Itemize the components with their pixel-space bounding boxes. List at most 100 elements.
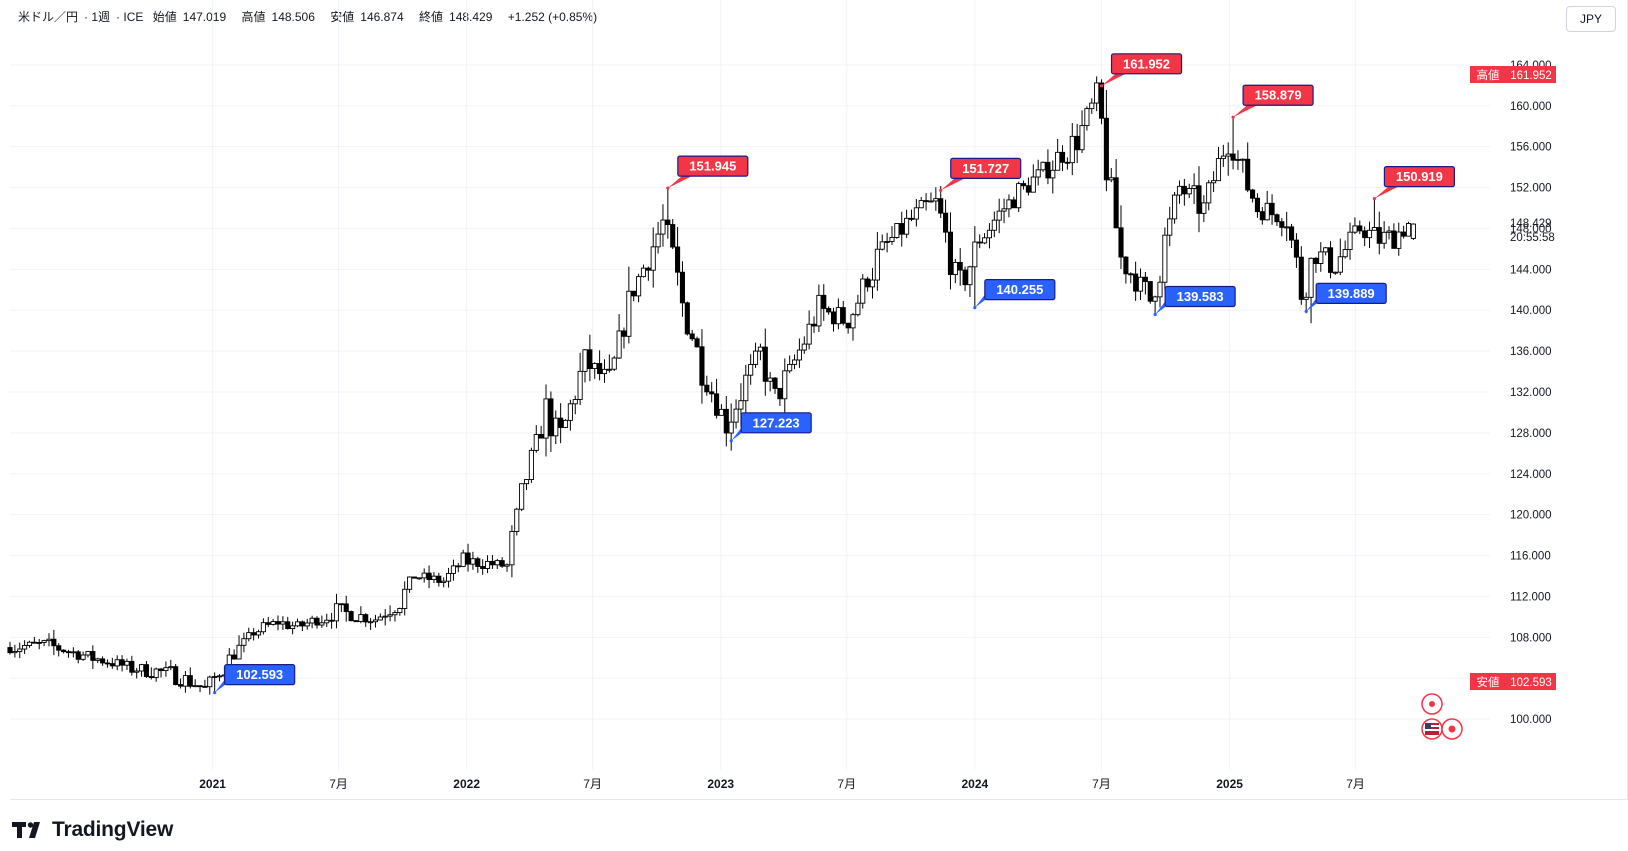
candle-body <box>1313 257 1319 264</box>
candle-body <box>601 368 608 375</box>
candle-body <box>631 290 637 297</box>
candle-body <box>260 622 266 633</box>
candle-body <box>1254 197 1261 213</box>
candle-body <box>372 619 379 623</box>
candle-body <box>1357 225 1363 232</box>
candle-body <box>562 419 569 428</box>
low-tag-label: 安値 <box>1477 675 1500 689</box>
candle-body <box>826 307 832 313</box>
candle-body <box>913 207 919 220</box>
candle-body <box>1059 151 1066 163</box>
candle-body <box>22 644 28 650</box>
candle-body <box>1264 202 1270 221</box>
interval-label[interactable]: 1週 <box>91 10 111 24</box>
symbol-header: 米ドル／円 · 1週 · ICE 始値 147.019 高値 148.506 安値 146… <box>18 10 598 24</box>
candle-body <box>26 641 33 646</box>
candle-body <box>1196 185 1202 214</box>
candle-body <box>304 622 310 627</box>
candle-body <box>874 248 880 281</box>
candle-body <box>1347 231 1353 250</box>
candle-body <box>509 530 515 566</box>
candle-body <box>1021 183 1027 187</box>
annotation-box <box>1164 285 1236 308</box>
annotation-anchor <box>1099 84 1104 88</box>
candle-body <box>143 664 149 677</box>
candle-body <box>1201 202 1207 214</box>
candle-body <box>377 616 383 621</box>
candle-body <box>1079 125 1085 151</box>
candle-body <box>1240 158 1246 161</box>
symbol-name[interactable]: 米ドル／円 <box>18 10 79 24</box>
candle-body <box>431 575 437 581</box>
candle-body <box>1011 199 1017 209</box>
candle-body <box>231 654 237 660</box>
candle-body <box>1250 189 1256 199</box>
candle-body <box>436 575 442 583</box>
candle-body <box>255 631 262 636</box>
candle-body <box>17 648 23 652</box>
candle-body <box>124 660 130 666</box>
candle-body <box>163 667 169 672</box>
candle-body <box>558 417 564 428</box>
price-tick-label: 112.000 <box>1510 591 1551 603</box>
candle-body <box>972 241 978 268</box>
annotations: 151.945 151.727 161.952 158.879 150.919 102.5… <box>213 53 1455 695</box>
price-tick-label: 116.000 <box>1510 551 1551 563</box>
candle-body <box>402 588 408 609</box>
candle-body <box>592 363 598 370</box>
candle-body <box>704 384 710 393</box>
candle-body <box>962 269 968 286</box>
candle-body <box>1176 185 1183 196</box>
candle-body <box>743 374 749 402</box>
candle-body <box>1186 188 1192 195</box>
candle-body <box>777 387 783 400</box>
candle-body <box>1045 161 1051 179</box>
time-tick-label: 7月 <box>1092 777 1111 791</box>
candle-body <box>587 349 593 370</box>
candle-body <box>845 322 851 329</box>
candle-body <box>967 266 973 286</box>
currency-badge[interactable]: JPY <box>1566 6 1616 32</box>
candle-body <box>1391 230 1397 249</box>
candle-body <box>392 612 398 616</box>
annotation-anchor <box>939 188 943 192</box>
candle-body <box>938 198 944 214</box>
high-tag-value: 161.952 <box>1510 70 1552 82</box>
candle-body <box>519 483 525 510</box>
candle-body <box>904 217 910 235</box>
candle-body <box>153 668 159 678</box>
annotation-box <box>1315 282 1387 304</box>
candle-body <box>95 658 101 661</box>
tradingview-logo[interactable]: TradingView <box>12 818 173 842</box>
candle-body <box>12 651 18 654</box>
time-tick-label: 2023 <box>707 777 734 791</box>
candle-body <box>645 267 651 271</box>
candle-body <box>455 565 461 568</box>
annotation-anchor <box>666 186 670 190</box>
candle-body <box>1381 231 1387 244</box>
candle-body <box>324 619 330 624</box>
candle-body <box>1298 256 1304 300</box>
change-label: +1.252 (+0.85%) <box>507 10 598 24</box>
price-chart[interactable]: 151.945 151.727 161.952 158.879 150.919 102.5… <box>0 0 1628 800</box>
candle-body <box>363 614 369 623</box>
time-tick-label: 7月 <box>329 777 348 791</box>
event-dot-icon <box>1421 693 1443 715</box>
low-tag-value: 102.593 <box>1510 677 1552 689</box>
candle-body <box>158 668 164 672</box>
candle-body <box>767 377 773 382</box>
candle-body <box>947 231 954 275</box>
price-tick-label: 136.000 <box>1510 346 1552 358</box>
candle-body <box>1133 273 1139 292</box>
annotation-pointer <box>1233 105 1258 118</box>
candle-body <box>236 644 242 660</box>
candle-body <box>1035 169 1041 178</box>
candle-body <box>139 664 145 672</box>
candle-body <box>821 294 827 309</box>
candle-body <box>572 399 578 405</box>
candle-body <box>679 271 686 304</box>
candle-body <box>1230 153 1236 161</box>
candle-body <box>290 625 296 630</box>
candle-body <box>865 278 871 288</box>
countdown-label: 20:55:58 <box>1510 232 1555 244</box>
